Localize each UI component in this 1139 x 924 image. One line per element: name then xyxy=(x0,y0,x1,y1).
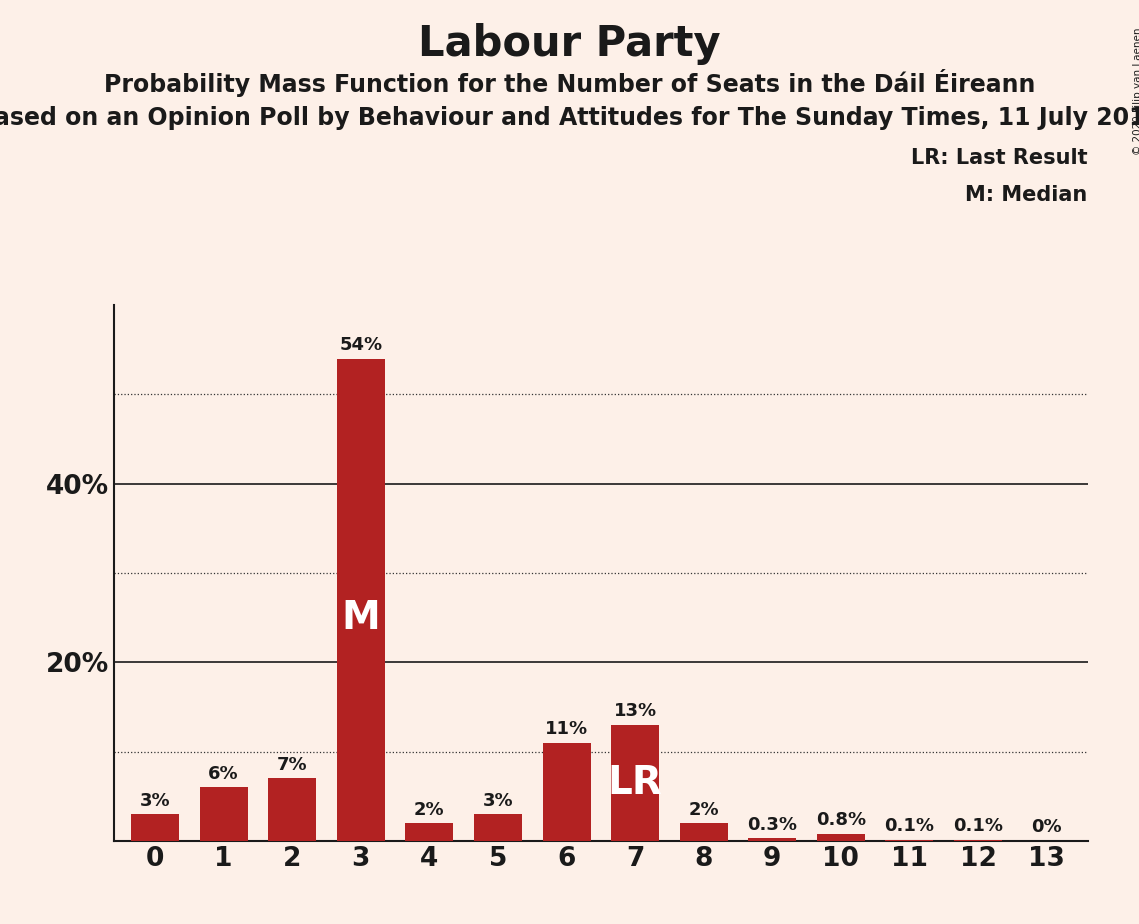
Text: 0.3%: 0.3% xyxy=(747,816,797,833)
Text: LR: LR xyxy=(608,764,663,802)
Bar xyxy=(542,743,590,841)
Text: Based on an Opinion Poll by Behaviour and Attitudes for The Sunday Times, 11 Jul: Based on an Opinion Poll by Behaviour an… xyxy=(0,106,1139,130)
Bar xyxy=(199,787,247,841)
Text: 3%: 3% xyxy=(483,792,514,809)
Bar xyxy=(337,359,385,841)
Text: 11%: 11% xyxy=(544,720,588,738)
Bar xyxy=(405,823,453,841)
Text: 54%: 54% xyxy=(339,336,383,354)
Text: 13%: 13% xyxy=(614,702,657,721)
Bar xyxy=(131,814,179,841)
Text: 0.8%: 0.8% xyxy=(816,811,866,829)
Text: 3%: 3% xyxy=(140,792,171,809)
Bar xyxy=(817,833,865,841)
Text: 0.1%: 0.1% xyxy=(953,818,1003,835)
Bar xyxy=(680,823,728,841)
Text: © 2020 Filip van Laenen: © 2020 Filip van Laenen xyxy=(1133,28,1139,155)
Bar xyxy=(612,724,659,841)
Bar xyxy=(474,814,522,841)
Text: M: Median: M: Median xyxy=(966,185,1088,205)
Text: LR: Last Result: LR: Last Result xyxy=(911,148,1088,168)
Text: 2%: 2% xyxy=(688,800,719,819)
Bar xyxy=(268,778,317,841)
Text: 0%: 0% xyxy=(1031,819,1062,836)
Text: 2%: 2% xyxy=(415,800,444,819)
Bar xyxy=(748,838,796,841)
Text: Probability Mass Function for the Number of Seats in the Dáil Éireann: Probability Mass Function for the Number… xyxy=(104,69,1035,97)
Text: Labour Party: Labour Party xyxy=(418,23,721,65)
Text: M: M xyxy=(342,599,380,637)
Text: 6%: 6% xyxy=(208,765,239,783)
Text: 0.1%: 0.1% xyxy=(885,818,934,835)
Text: 7%: 7% xyxy=(277,756,308,774)
